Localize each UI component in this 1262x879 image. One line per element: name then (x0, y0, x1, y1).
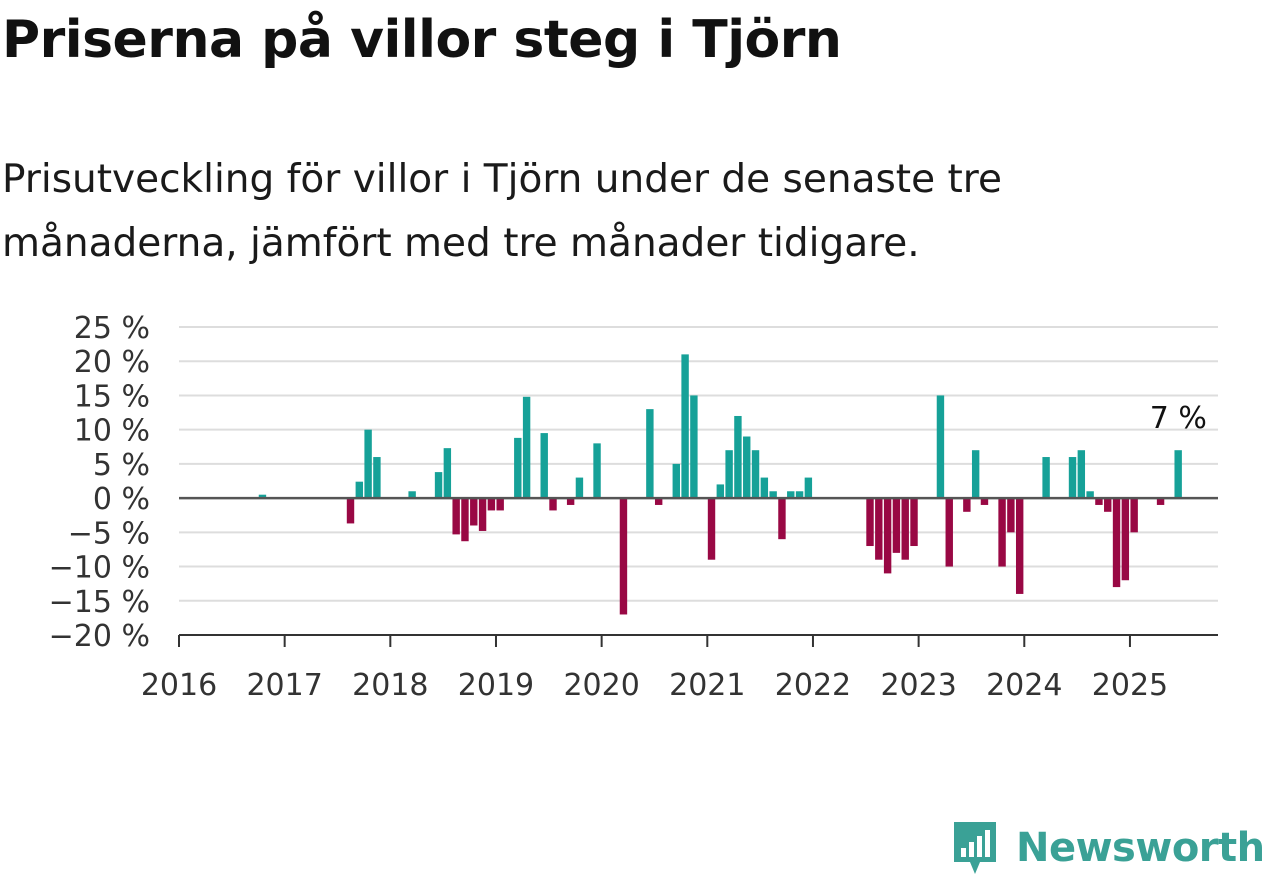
y-axis-tick-labels: 25 %20 %15 %10 %5 %0 %−5 %−10 %−15 %−20 … (49, 311, 150, 654)
bar (373, 457, 381, 499)
bar (936, 395, 945, 499)
bar (795, 491, 804, 499)
bar (549, 498, 557, 511)
x-tick-label: 2019 (458, 668, 534, 703)
x-tick-label: 2017 (246, 668, 322, 703)
y-tick-label: 0 % (93, 482, 150, 517)
bar (461, 498, 469, 542)
bar (1007, 498, 1015, 533)
x-axis-tick-labels: 2016 2017 2018 2019 2020 2021 2022 2023 2024 2025 (141, 668, 1168, 703)
annotations: 7 % (1150, 401, 1207, 436)
bar (1156, 498, 1165, 505)
axes (178, 496, 1218, 647)
bar (434, 472, 443, 499)
bar (1104, 498, 1112, 512)
bar (1042, 457, 1050, 499)
bar (619, 498, 628, 615)
bar (593, 443, 601, 499)
bar (408, 491, 416, 499)
bar (681, 354, 689, 499)
bar (901, 498, 909, 560)
bar (875, 498, 883, 560)
bar (1068, 457, 1077, 499)
bar (1174, 450, 1182, 499)
bar (1130, 498, 1138, 533)
bar (672, 463, 680, 499)
y-tick-label: 5 % (93, 448, 150, 483)
bar (364, 429, 372, 499)
x-tick-label: 2021 (669, 668, 745, 703)
x-tick-label: 2023 (880, 668, 956, 703)
y-tick-label: 10 % (74, 414, 150, 449)
bar (707, 498, 716, 560)
bar (1086, 491, 1094, 499)
bar (355, 481, 364, 499)
y-tick-label: −5 % (68, 516, 150, 551)
x-tick-label: 2022 (775, 668, 851, 703)
bar (1077, 450, 1086, 499)
x-tick-label: 2016 (141, 668, 217, 703)
bar (804, 477, 813, 499)
newsworthy-logo-icon (954, 822, 996, 874)
y-tick-label: −10 % (49, 551, 150, 586)
bar (751, 450, 760, 499)
bar (654, 498, 663, 505)
bar (566, 498, 575, 505)
bars (258, 354, 1182, 615)
bar (346, 498, 355, 524)
x-tick-label: 2018 (352, 668, 428, 703)
bar (971, 450, 980, 499)
bar (778, 498, 786, 540)
bar (716, 484, 725, 499)
bar (910, 498, 918, 547)
bar (769, 491, 777, 499)
bar (980, 498, 989, 505)
last-value-label: 7 % (1150, 401, 1207, 436)
page-title: Priserna på villor steg i Tjörn (2, 10, 842, 70)
bar (1112, 498, 1121, 588)
bar (866, 498, 874, 547)
bar (1095, 498, 1103, 505)
newsworthy-brand: Newsworthy (950, 818, 1262, 878)
y-tick-label: −20 % (49, 619, 150, 654)
y-tick-label: 25 % (74, 311, 150, 346)
bar (883, 498, 892, 574)
bar (1121, 498, 1130, 581)
bar (734, 415, 742, 499)
bar (496, 498, 504, 511)
bar (470, 498, 478, 526)
bar (487, 498, 496, 511)
y-tick-label: 15 % (74, 379, 150, 414)
bar (258, 494, 267, 499)
brand-name: Newsworthy (1016, 825, 1262, 871)
bar (787, 491, 795, 499)
bar (522, 396, 531, 499)
bar (646, 409, 654, 499)
grid-lines (179, 326, 1218, 602)
bar (443, 448, 452, 499)
bar (760, 477, 769, 499)
bar (1015, 498, 1024, 594)
bar (998, 498, 1006, 567)
y-tick-label: 20 % (74, 345, 150, 380)
bar (690, 395, 698, 499)
bar (743, 436, 751, 499)
x-tick-label: 2024 (986, 668, 1062, 703)
x-tick-label: 2025 (1092, 668, 1168, 703)
x-tick-label: 2020 (563, 668, 639, 703)
bar (575, 477, 584, 499)
bar (963, 498, 971, 512)
bar (945, 498, 953, 567)
y-tick-label: −15 % (49, 585, 150, 620)
bar (892, 498, 901, 553)
bar-chart: 25 %20 %15 %10 %5 %0 %−5 %−10 %−15 %−20 … (49, 311, 1218, 703)
bar (452, 498, 460, 535)
bar (540, 433, 548, 499)
bar (725, 450, 733, 499)
page-subtitle: Prisutveckling för villor i Tjörn under … (2, 157, 1002, 266)
bar (514, 437, 522, 499)
bar (478, 498, 487, 531)
